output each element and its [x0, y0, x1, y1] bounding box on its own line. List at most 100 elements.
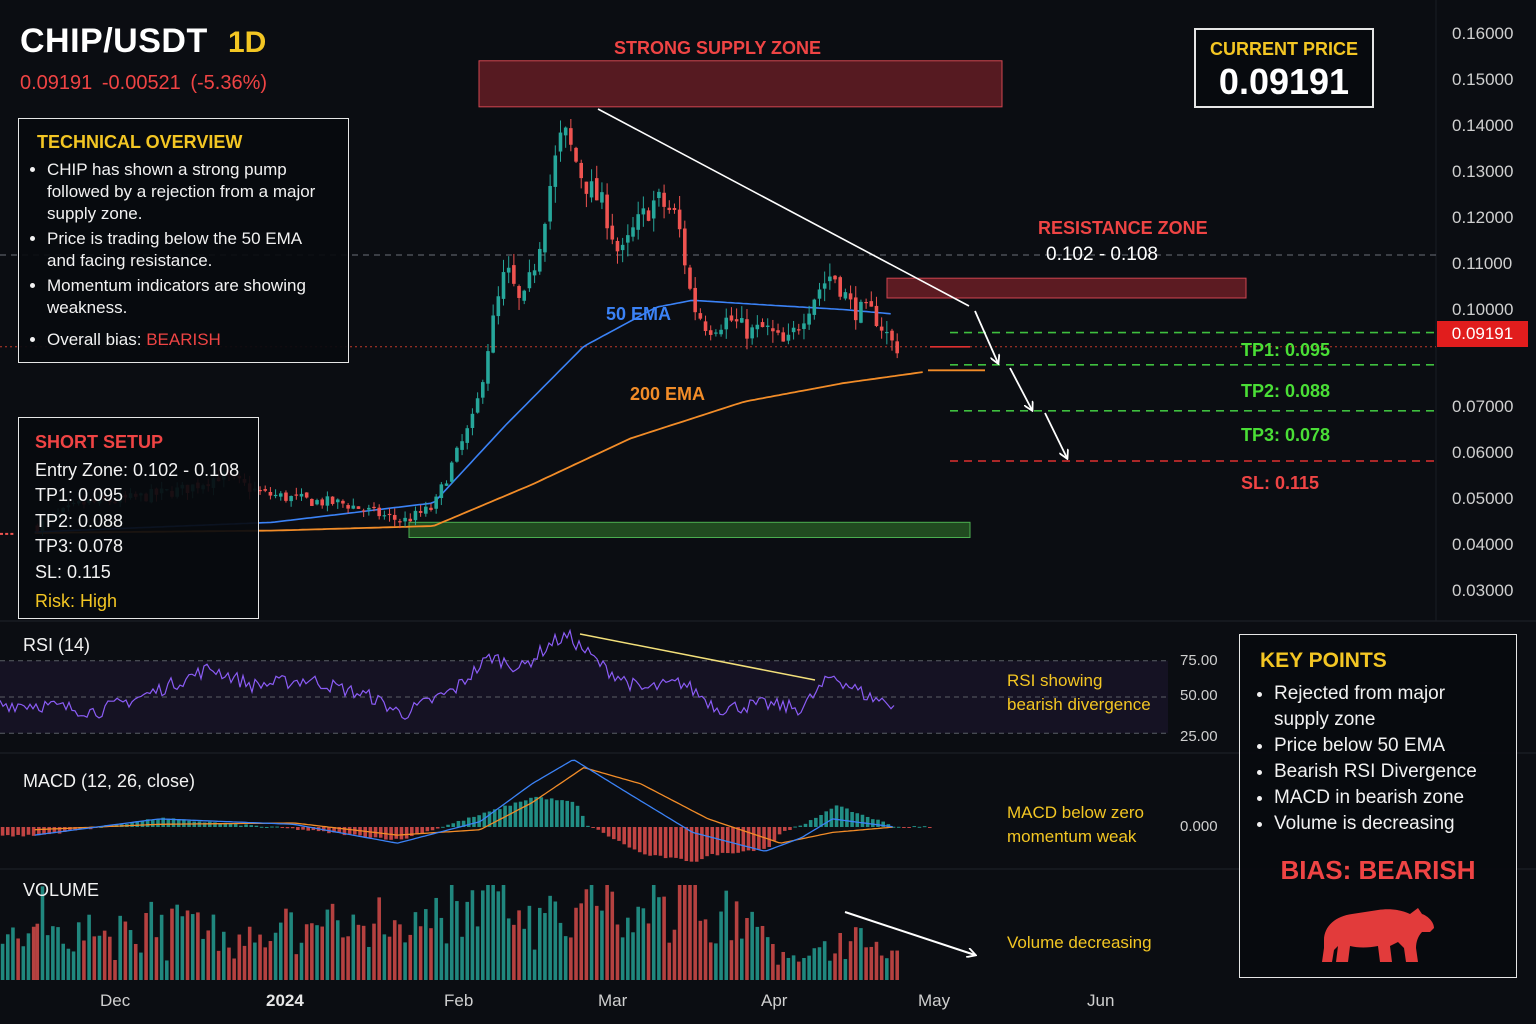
volume-bar [392, 920, 397, 980]
candle [387, 513, 392, 516]
rsi-label[interactable]: RSI (14) [23, 635, 91, 655]
tp1-label: TP1: 0.095 [1241, 340, 1331, 360]
macd-hist-bar [259, 826, 264, 828]
macd-layer [0, 759, 932, 862]
volume-bar [310, 923, 314, 980]
volume-bar [133, 943, 138, 980]
volume-bar [113, 959, 117, 980]
volume-bar [206, 930, 211, 980]
candle [740, 318, 744, 323]
volume-bar [128, 930, 133, 980]
macd-hist-bar [767, 827, 772, 847]
candle [258, 489, 262, 492]
macd-hist-bar [461, 820, 466, 827]
volume-label[interactable]: VOLUME [23, 880, 100, 900]
volume-bar [108, 936, 112, 980]
candle [413, 510, 418, 521]
volume-bar [501, 885, 506, 980]
candle [843, 292, 848, 299]
volume-bar [885, 958, 889, 980]
candle [776, 330, 780, 333]
macd-hist-bar [648, 827, 652, 856]
macd-hist-bar [845, 808, 849, 827]
macd-hist-bar [726, 827, 730, 854]
y-tick: 0.05000 [1452, 489, 1514, 508]
short-setup-panel: SHORT SETUP Entry Zone: 0.102 - 0.108 TP… [18, 417, 259, 619]
candle [304, 492, 309, 498]
volume-bar [543, 913, 547, 980]
macd-hist-bar [472, 816, 476, 827]
macd-hist-bar [907, 827, 911, 828]
volume-bar [833, 953, 837, 980]
candle [729, 315, 734, 321]
volume-bar [481, 890, 485, 980]
candle [626, 235, 630, 243]
sl-label: SL: 0.115 [1241, 473, 1320, 493]
macd-hist-bar [715, 827, 720, 856]
resistance-zone [886, 277, 1247, 299]
candle [553, 155, 558, 187]
candle [434, 496, 438, 509]
volume-bar [672, 929, 677, 980]
candle [341, 500, 345, 504]
y-tick: 0.04000 [1452, 535, 1514, 554]
macd-hist-bar [270, 826, 274, 828]
macd-hist-bar [674, 827, 678, 858]
macd-hist-bar [130, 822, 134, 827]
volume-bar [71, 951, 76, 980]
candle [574, 147, 578, 162]
rsi-line [0, 628, 895, 720]
macd-hist-bar [498, 809, 502, 827]
macd-note-line: MACD below zero [1007, 803, 1144, 822]
candle [879, 326, 884, 331]
key-point: Rejected from major supply zone [1274, 681, 1498, 733]
macd-hist-bar [534, 796, 538, 827]
volume-bar [382, 934, 387, 980]
volume-bar [750, 911, 754, 980]
volume-bar [714, 943, 718, 980]
candle [470, 413, 475, 428]
candle [563, 127, 568, 136]
volume-bar [465, 901, 470, 980]
candle [335, 499, 340, 503]
candle [517, 286, 521, 298]
volume-bar [449, 885, 454, 980]
macd-hist-bar [523, 800, 528, 827]
candle [543, 223, 547, 253]
candle [346, 505, 350, 509]
volume-bar [403, 942, 407, 980]
candle [885, 331, 889, 334]
macd-hist-bar [151, 820, 155, 827]
volume-bar [429, 928, 433, 980]
macd-hist-bar [669, 827, 673, 858]
volume-bar [574, 907, 578, 980]
candle [449, 462, 454, 482]
volume-bar [651, 885, 656, 980]
candle [294, 494, 299, 496]
volume-bar [879, 955, 884, 980]
volume-bar [351, 914, 356, 980]
macd-hist-bar [435, 827, 440, 829]
macd-signal-line [34, 767, 893, 844]
macd-hist-bar [777, 827, 782, 835]
volume-bar [268, 941, 273, 980]
volume-bar [532, 949, 537, 980]
macd-hist-bar [420, 827, 424, 835]
timeframe-label[interactable]: 1D [228, 26, 267, 59]
macd-hist-bar [446, 824, 450, 827]
volume-bar [838, 932, 842, 980]
candle [828, 276, 832, 282]
tp3-label: TP3: 0.078 [1241, 425, 1331, 445]
x-tick: 2024 [266, 991, 304, 1010]
candle [807, 313, 811, 325]
candle [760, 322, 765, 328]
candle [439, 484, 444, 499]
candle [268, 491, 273, 496]
volume-bar [817, 947, 822, 980]
volume-bar [5, 934, 10, 980]
macd-hist-bar [637, 827, 642, 853]
volume-bar [413, 912, 418, 980]
candle [781, 332, 786, 342]
macd-label[interactable]: MACD (12, 26, close) [23, 771, 196, 791]
volume-bar [869, 946, 874, 980]
